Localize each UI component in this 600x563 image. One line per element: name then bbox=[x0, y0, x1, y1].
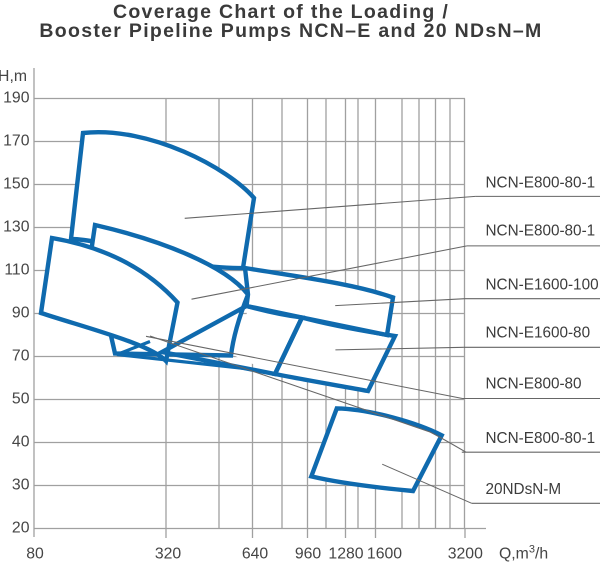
svg-text:1600: 1600 bbox=[367, 546, 402, 563]
svg-text:H,m: H,m bbox=[0, 68, 27, 85]
svg-text:1280: 1280 bbox=[328, 546, 363, 563]
svg-text:Q,m3/h: Q,m3/h bbox=[499, 544, 548, 563]
svg-text:50: 50 bbox=[12, 391, 30, 408]
svg-text:640: 640 bbox=[242, 546, 269, 563]
svg-text:110: 110 bbox=[4, 262, 29, 279]
svg-text:70: 70 bbox=[12, 348, 30, 365]
svg-text:NCN-E1600-100: NCN-E1600-100 bbox=[486, 277, 599, 294]
svg-text:20: 20 bbox=[12, 520, 30, 537]
svg-text:130: 130 bbox=[3, 219, 30, 236]
svg-text:320: 320 bbox=[155, 546, 182, 563]
svg-text:NCN-E1600-80: NCN-E1600-80 bbox=[486, 325, 591, 342]
svg-text:NCN-E800-80-1: NCN-E800-80-1 bbox=[486, 174, 596, 191]
svg-text:170: 170 bbox=[3, 133, 30, 150]
svg-text:20NDsN-M: 20NDsN-M bbox=[486, 481, 562, 498]
svg-text:190: 190 bbox=[3, 90, 30, 107]
svg-text:NCN-E800-80-1: NCN-E800-80-1 bbox=[486, 430, 596, 447]
svg-text:90: 90 bbox=[12, 305, 30, 322]
svg-text:30: 30 bbox=[12, 477, 30, 494]
svg-text:80: 80 bbox=[26, 546, 44, 563]
svg-text:NCN-E800-80-1: NCN-E800-80-1 bbox=[486, 223, 596, 240]
svg-text:3200: 3200 bbox=[448, 546, 483, 563]
svg-text:960: 960 bbox=[295, 546, 322, 563]
svg-text:150: 150 bbox=[3, 176, 30, 193]
svg-text:NCN-E800-80: NCN-E800-80 bbox=[486, 376, 582, 393]
svg-text:40: 40 bbox=[12, 434, 30, 451]
